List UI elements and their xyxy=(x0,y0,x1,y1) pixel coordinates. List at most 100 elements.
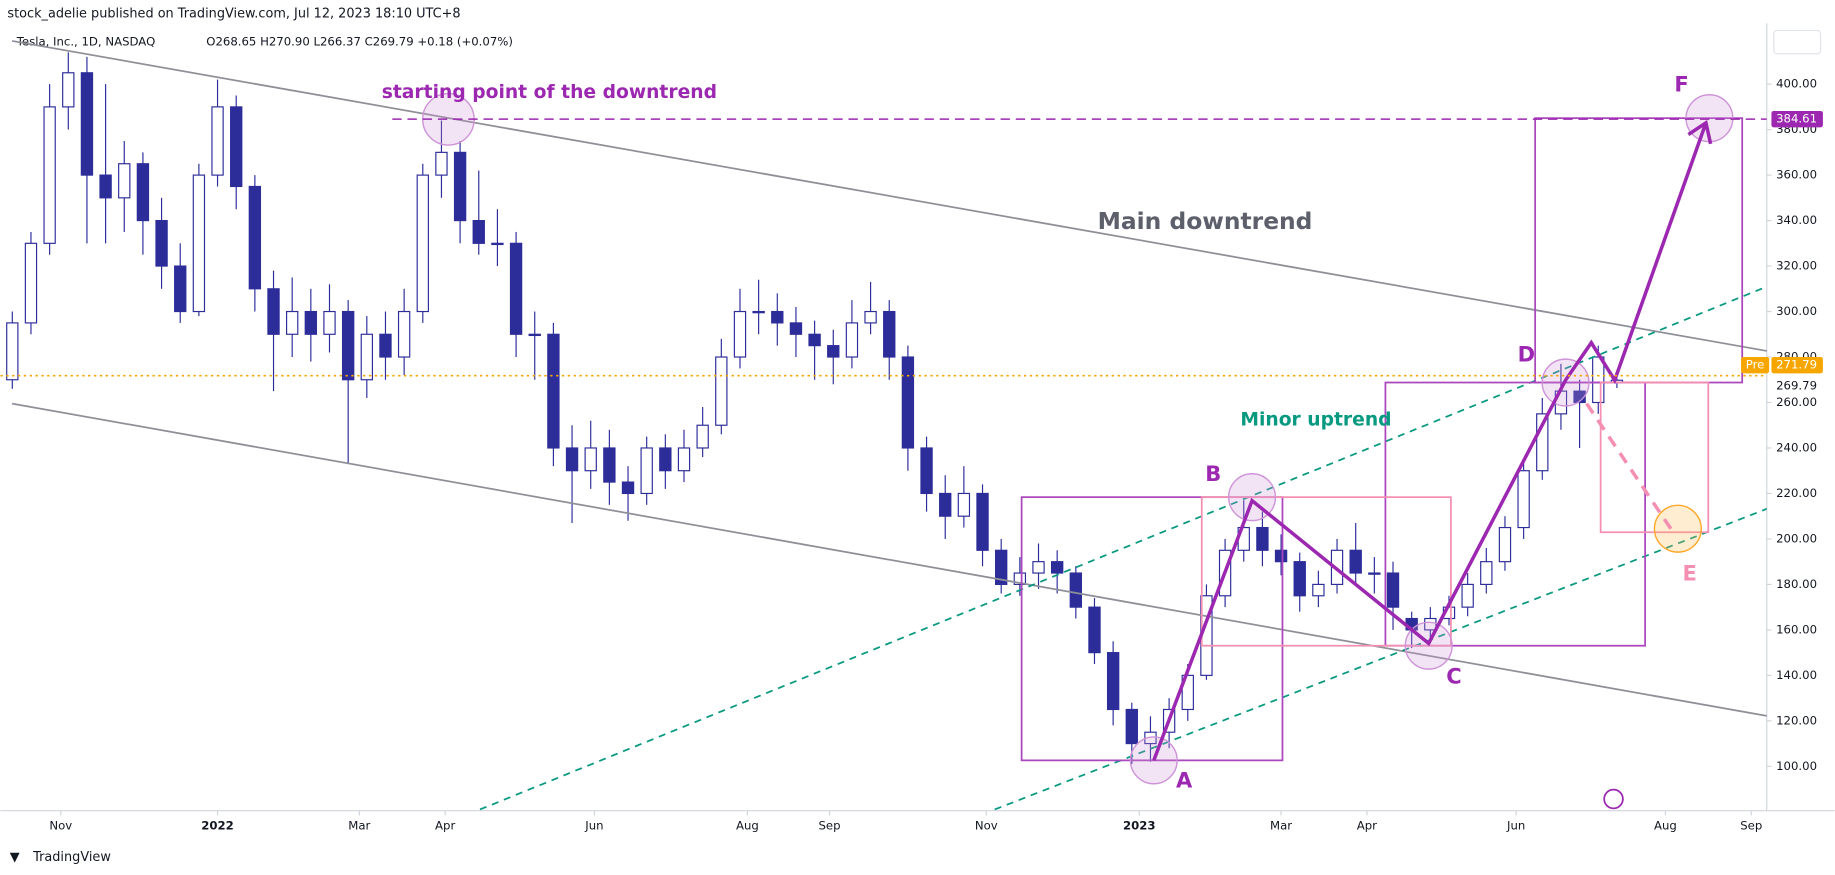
candle-body xyxy=(453,151,467,222)
candle-body xyxy=(827,345,840,358)
candle-body xyxy=(733,310,747,358)
candle-body xyxy=(1144,731,1157,745)
x-tick-label: Nov xyxy=(49,818,72,832)
candle-body xyxy=(752,310,765,314)
y-tick-label: 300.00 xyxy=(1776,304,1817,318)
candle-body xyxy=(677,447,691,472)
candle-body xyxy=(957,492,971,517)
candle-body xyxy=(1088,606,1101,654)
candle-body xyxy=(341,310,355,381)
x-tick-label: Mar xyxy=(348,818,370,832)
candle-body xyxy=(1256,526,1269,551)
candle-body xyxy=(1050,561,1064,574)
candle-body xyxy=(80,72,94,176)
candle-body xyxy=(62,72,75,108)
wave-label: B xyxy=(1205,461,1221,486)
drawings xyxy=(11,40,1768,811)
candle-body xyxy=(901,356,915,449)
quote: O268.65 H270.90 L266.37 C269.79 +0.18 (+… xyxy=(206,35,513,49)
candles xyxy=(6,52,1624,765)
arrow-head xyxy=(1687,119,1713,145)
toolbar-button[interactable] xyxy=(1773,29,1822,55)
candle-body xyxy=(1032,561,1045,574)
brand: ▼ xyxy=(10,850,20,865)
candle-body xyxy=(304,310,318,335)
marker-circle xyxy=(1653,504,1702,553)
box xyxy=(1200,496,1452,647)
candle-body xyxy=(1013,572,1027,585)
candle-body xyxy=(1517,470,1530,529)
y-tick-label: 120.00 xyxy=(1776,713,1817,727)
x-tick-label: 2022 xyxy=(201,818,234,832)
candle-body xyxy=(696,424,709,449)
price-tag-label: 384.61 xyxy=(1776,112,1817,126)
y-tick-label: 360.00 xyxy=(1776,168,1817,182)
x-tick-label: Sep xyxy=(819,818,841,832)
candle-body xyxy=(1536,413,1549,472)
brand: TradingView xyxy=(32,850,111,865)
x-tick-label: Aug xyxy=(1654,818,1677,832)
channel-upper xyxy=(11,40,1767,352)
candle-body xyxy=(621,481,635,495)
candle-body xyxy=(939,492,952,517)
annotation: starting point of the downtrend xyxy=(382,82,717,103)
candle-body xyxy=(174,265,187,313)
candle-body xyxy=(528,333,541,337)
y-tick-label: 180.00 xyxy=(1776,577,1817,591)
candle-body xyxy=(6,322,19,381)
wave-label: C xyxy=(1446,663,1461,688)
candle-body xyxy=(1461,583,1474,608)
y-tick-label: 160.00 xyxy=(1776,622,1817,636)
credit: stock_adelie published on TradingView.co… xyxy=(7,7,460,22)
candle-body xyxy=(1386,572,1400,608)
candle-body xyxy=(1498,526,1512,563)
x-tick-label: Mar xyxy=(1270,818,1292,832)
candle-body xyxy=(136,163,150,222)
candle-body xyxy=(715,356,728,426)
x-tick-label: Aug xyxy=(736,818,759,832)
candle-body xyxy=(397,310,411,358)
price-tag-badge xyxy=(1741,356,1770,374)
y-tick-label: 140.00 xyxy=(1776,668,1817,682)
candle-body xyxy=(1125,708,1138,745)
candle-body xyxy=(1480,561,1493,585)
symbol: Tesla, Inc., 1D, NASDAQ xyxy=(16,35,156,49)
x-tick-label: 2023 xyxy=(1123,818,1156,832)
event-icon[interactable] xyxy=(1603,788,1624,810)
candle-body xyxy=(192,174,206,313)
candle-body xyxy=(808,333,821,347)
candle-body xyxy=(155,219,168,267)
marker-circle xyxy=(1129,736,1178,785)
candle-body xyxy=(976,492,989,551)
candle-body xyxy=(640,447,653,495)
candle-body xyxy=(472,219,485,244)
candle-body xyxy=(379,333,392,358)
annotation: Main downtrend xyxy=(1098,207,1313,235)
y-tick-label: 340.00 xyxy=(1776,213,1817,227)
wave-label: D xyxy=(1518,342,1535,367)
candle-body xyxy=(584,447,597,472)
candle-body xyxy=(360,333,373,381)
candle-body xyxy=(1293,561,1306,597)
candle-body xyxy=(211,106,224,176)
candle-body xyxy=(995,549,1008,585)
candle-body xyxy=(920,447,933,495)
x-tick-label: Apr xyxy=(435,818,455,832)
candle-body xyxy=(864,310,877,324)
annotation: Minor uptrend xyxy=(1240,409,1391,430)
candle-body xyxy=(509,242,523,335)
uptrend-lower xyxy=(994,508,1768,811)
candle-body xyxy=(547,333,560,449)
x-tick-label: Nov xyxy=(975,818,998,832)
wave-label: E xyxy=(1683,560,1697,585)
candle-body xyxy=(435,151,448,176)
candle-body xyxy=(845,322,859,358)
wave-path xyxy=(1152,122,1708,761)
y-tick-label: 200.00 xyxy=(1776,531,1817,545)
candle-body xyxy=(659,447,672,472)
x-tick-label: Apr xyxy=(1357,818,1377,832)
x-tick-label: Jun xyxy=(584,818,603,832)
candle-body xyxy=(416,174,429,313)
candle-body xyxy=(771,310,784,324)
